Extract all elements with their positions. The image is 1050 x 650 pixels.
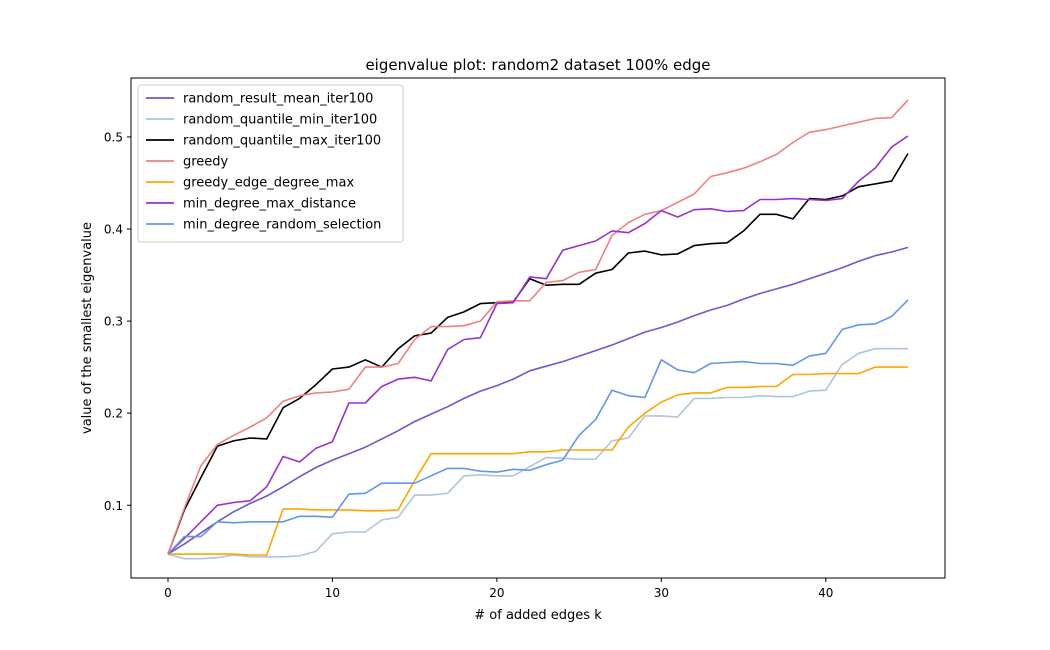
series-line-greedy_edge_degree_max — [168, 366, 908, 556]
series-line-min_degree_max_distance — [167, 135, 909, 555]
legend: random_result_mean_iter100 random_quantil… — [137, 84, 404, 243]
x-tick-label: 20 — [489, 586, 504, 600]
series-line-random_result_mean_iter100 — [167, 246, 909, 555]
x-tick-label: 30 — [654, 586, 669, 600]
legend-label-greedy: greedy — [183, 155, 229, 170]
series-line-min_degree_random_selection — [167, 299, 909, 555]
x-tick-label: 10 — [325, 586, 340, 600]
x-axis: 0 10 20 30 40 — [164, 578, 833, 600]
y-tick-label: 0.5 — [104, 130, 123, 144]
x-tick-label: 40 — [818, 586, 833, 600]
y-axis-label: value of the smallest eigenvalue — [80, 222, 95, 434]
series-layer — [167, 99, 909, 560]
legend-label-min_degree_random_selection: min_degree_random_selection — [183, 218, 381, 233]
x-axis-label: # of added edges k — [474, 608, 602, 623]
series-line-greedy — [167, 99, 909, 555]
series-line-random_quantile_max_iter100 — [167, 153, 909, 555]
x-tick-label: 0 — [164, 586, 172, 600]
y-tick-label: 0.4 — [104, 223, 123, 237]
legend-box — [137, 84, 404, 243]
chart-title: eigenvalue plot: random2 dataset 100% ed… — [365, 56, 710, 74]
legend-label-random_quantile_min_iter100: random_quantile_min_iter100 — [183, 113, 377, 128]
y-axis: 0.1 0.2 0.3 0.4 0.5 — [104, 130, 131, 513]
y-tick-label: 0.2 — [104, 407, 123, 421]
series-line-random_quantile_min_iter100 — [167, 347, 908, 560]
y-tick-label: 0.3 — [104, 315, 123, 329]
legend-label-random_quantile_max_iter100: random_quantile_max_iter100 — [183, 134, 381, 149]
legend-label-min_degree_max_distance: min_degree_max_distance — [183, 197, 356, 212]
legend-label-greedy_edge_degree_max: greedy_edge_degree_max — [183, 176, 354, 191]
y-tick-label: 0.1 — [104, 499, 123, 513]
plot-frame — [130, 77, 946, 579]
legend-label-random_result_mean_iter100: random_result_mean_iter100 — [183, 92, 373, 107]
plot-area — [130, 77, 946, 579]
